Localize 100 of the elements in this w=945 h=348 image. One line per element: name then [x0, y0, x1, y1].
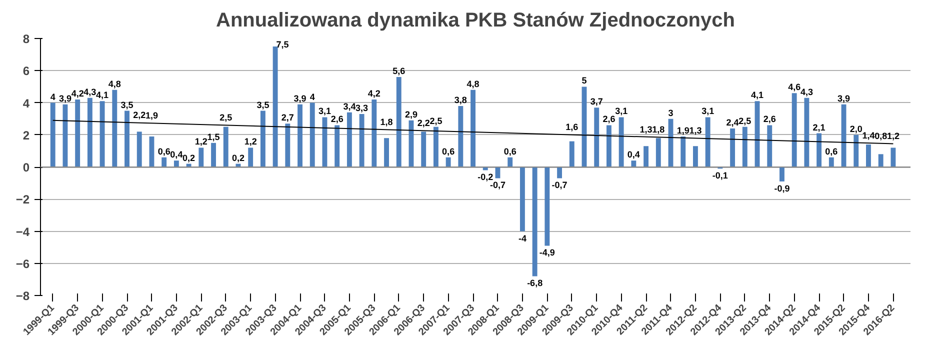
y-tick-label: −8 — [16, 289, 30, 303]
data-label: 2,9 — [404, 109, 418, 120]
bar — [248, 148, 254, 167]
bar — [260, 110, 266, 167]
data-label: 1,2 — [244, 136, 257, 147]
bar — [162, 157, 167, 167]
bar — [346, 112, 352, 167]
y-tick-label: 0 — [22, 160, 30, 174]
data-label: 0,6 — [504, 146, 516, 156]
bar — [298, 104, 302, 167]
bar — [334, 125, 340, 167]
bar — [656, 138, 661, 167]
data-label: 0,2 — [232, 152, 244, 163]
data-label: 0,4 — [627, 150, 640, 160]
bar — [310, 102, 315, 167]
data-label: 1,3 — [640, 124, 652, 134]
data-label: 0,2 — [182, 152, 196, 163]
bar — [680, 136, 686, 167]
data-label: 2,5 — [738, 116, 752, 126]
data-label: 4 — [310, 92, 315, 102]
y-tick-label: −4 — [16, 224, 30, 239]
data-label: -0,7 — [552, 180, 568, 190]
bar — [631, 160, 636, 167]
bar — [730, 128, 736, 167]
data-label: 3,9 — [838, 93, 850, 104]
data-label: 4,3 — [800, 86, 813, 97]
data-label: 4,3 — [84, 86, 96, 97]
bar — [618, 117, 624, 167]
data-label: 2,5 — [220, 112, 232, 123]
bar — [544, 167, 550, 246]
bar — [705, 117, 710, 167]
data-label: 3,7 — [590, 96, 603, 107]
data-label: 4,1 — [751, 90, 764, 100]
bar — [446, 157, 451, 167]
data-label: 1,3 — [689, 126, 702, 136]
bar — [569, 141, 574, 167]
chart-title: Annualizowana dynamika PKB Stanów Zjednoczonych — [216, 10, 735, 32]
data-label: 2,2 — [417, 118, 430, 128]
data-label: 3,5 — [120, 100, 134, 110]
data-label: 1,5 — [207, 132, 220, 142]
data-label: 3,1 — [318, 106, 331, 116]
bar — [223, 126, 228, 167]
data-label: 4,8 — [466, 78, 480, 89]
bar — [854, 134, 859, 167]
data-label: 4,2 — [368, 88, 380, 99]
bar — [272, 46, 278, 167]
data-label: 1,8 — [380, 117, 393, 128]
data-label: -0,2 — [478, 172, 494, 182]
data-label: -0,7 — [490, 180, 506, 190]
data-label: 3,5 — [256, 100, 270, 110]
data-label: 4,8 — [108, 78, 121, 89]
bar — [890, 148, 896, 167]
data-label: 2,6 — [602, 114, 616, 124]
y-tick-label: 6 — [22, 64, 30, 78]
data-label: -4,9 — [539, 248, 555, 258]
y-tick-label: 8 — [22, 32, 30, 46]
bar — [532, 167, 538, 276]
data-label: 0,8 — [874, 130, 888, 141]
y-tick-label: 4 — [22, 96, 30, 110]
data-label: 1,8 — [652, 124, 665, 135]
bar — [557, 167, 562, 178]
data-label: 2,1 — [812, 122, 826, 132]
data-label: -0,9 — [774, 183, 790, 194]
bar — [112, 90, 118, 167]
data-label: 3,4 — [343, 101, 356, 112]
data-label: 2,7 — [281, 112, 294, 123]
bar — [804, 98, 810, 167]
bar — [780, 167, 784, 182]
data-label: -6,8 — [527, 278, 543, 288]
bar — [828, 157, 834, 167]
bar — [396, 77, 402, 167]
data-label: 2,6 — [763, 114, 776, 124]
data-label: -0,1 — [712, 170, 728, 181]
bar — [458, 106, 464, 167]
data-label: 4,1 — [96, 90, 109, 100]
bar — [693, 146, 698, 167]
bar — [767, 125, 772, 167]
bar — [433, 126, 438, 167]
data-label: 0,4 — [170, 150, 183, 160]
data-label: 4,2 — [71, 88, 84, 99]
data-label: 1,6 — [566, 122, 578, 132]
bar — [594, 108, 600, 167]
data-label: 0,6 — [825, 146, 838, 156]
bar — [606, 125, 612, 167]
data-label: 5,6 — [392, 66, 406, 76]
data-label: 1,9 — [145, 110, 158, 121]
data-label: 3,8 — [454, 94, 467, 105]
data-label: 2,6 — [330, 114, 344, 124]
data-label: 0,6 — [158, 146, 170, 156]
bar — [211, 142, 216, 167]
data-label: 1,2 — [886, 131, 900, 142]
data-label: 7,5 — [276, 40, 289, 50]
data-label: 2,0 — [850, 124, 862, 134]
y-tick-label: −6 — [16, 256, 30, 271]
bar — [198, 148, 204, 167]
data-label: 3 — [668, 108, 674, 118]
bar — [470, 90, 476, 167]
data-label: 4,6 — [788, 82, 801, 92]
bar — [508, 157, 513, 167]
bar — [644, 146, 649, 167]
